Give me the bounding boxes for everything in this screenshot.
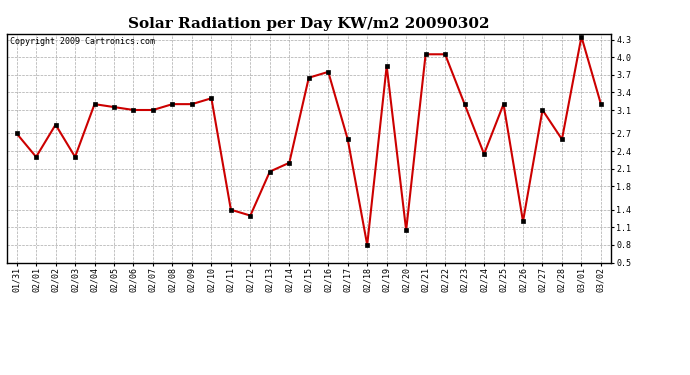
Title: Solar Radiation per Day KW/m2 20090302: Solar Radiation per Day KW/m2 20090302 (128, 17, 489, 31)
Text: Copyright 2009 Cartronics.com: Copyright 2009 Cartronics.com (10, 37, 155, 46)
